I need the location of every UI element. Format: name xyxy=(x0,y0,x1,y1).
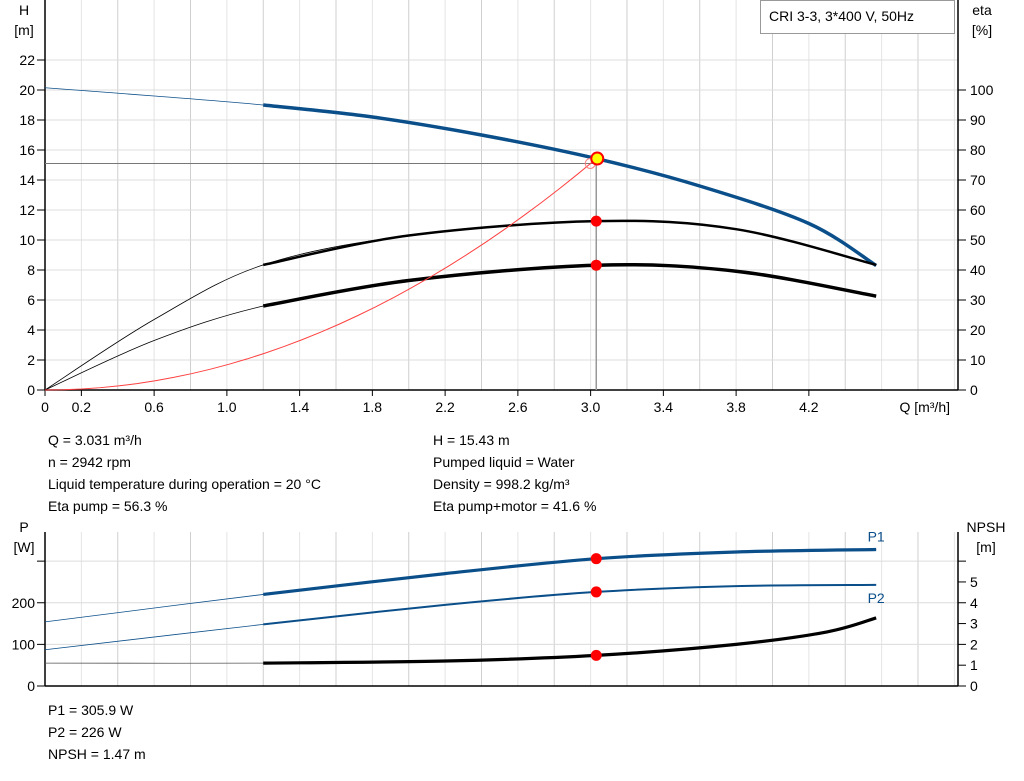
NPSH-curve-thin xyxy=(44,617,877,664)
x-axis-label: Q [m³/h] xyxy=(899,399,950,415)
y-right-label: NPSH xyxy=(967,519,1006,535)
y-left-tick-label: 100 xyxy=(12,636,36,652)
H-curve xyxy=(263,103,878,267)
eta-pump-duty-marker xyxy=(590,215,602,227)
P1-label: P1 xyxy=(868,528,885,544)
x-tick-label: 1.0 xyxy=(217,399,237,415)
info-left: Q = 3.031 m³/h n = 2942 rpm Liquid tempe… xyxy=(48,429,321,517)
y-left-tick-label: 20 xyxy=(19,82,35,98)
y-right-tick-label: 20 xyxy=(970,322,986,338)
y-right-tick-label: 10 xyxy=(970,352,986,368)
y-left-tick-label: 14 xyxy=(19,172,35,188)
y-left-tick-label: 16 xyxy=(19,142,35,158)
x-tick-label: 2.6 xyxy=(508,399,528,415)
info-bottom: P1 = 305.9 W P2 = 226 W NPSH = 1.47 m xyxy=(48,699,146,765)
y-right-tick-label: 60 xyxy=(970,202,986,218)
y-right-tick-label: 100 xyxy=(970,82,994,98)
x-tick-label: 1.4 xyxy=(290,399,310,415)
info-eta-pump: Eta pump = 56.3 % xyxy=(48,498,168,514)
y-left-label: [W] xyxy=(14,539,35,555)
y-left-label: [m] xyxy=(14,22,33,38)
x-tick-label: 3.8 xyxy=(726,399,746,415)
P2-curve-thin xyxy=(44,584,877,651)
y-right-tick-label: 4 xyxy=(970,595,978,611)
y-right-tick-label: 2 xyxy=(970,636,978,652)
y-right-label: eta xyxy=(972,2,992,18)
y-right-tick-label: 50 xyxy=(970,232,986,248)
x-tick-label: 0 xyxy=(41,399,49,415)
P2-duty-marker xyxy=(590,586,602,598)
H-curve-thin xyxy=(44,87,877,266)
eta-pump-motor-duty-marker xyxy=(590,259,602,271)
y-right-tick-label: 80 xyxy=(970,142,986,158)
y-left-tick-label: 6 xyxy=(27,292,35,308)
eta_pump-curve xyxy=(262,219,877,267)
info-temperature: Liquid temperature during operation = 20… xyxy=(48,476,321,492)
y-left-label: P xyxy=(19,519,28,535)
info-liquid: Pumped liquid = Water xyxy=(433,454,575,470)
y-right-tick-label: 1 xyxy=(970,657,978,673)
power-npsh-chart: 0 100 200 0 1 2 3 4 5 P [W] NPSH [m] P1 P2 xyxy=(12,519,1006,694)
info-speed: n = 2942 rpm xyxy=(48,454,131,470)
x-tick-label: 0.2 xyxy=(72,399,92,415)
y-right-tick-label: 70 xyxy=(970,172,986,188)
y-left-tick-label: 10 xyxy=(19,232,35,248)
info-flow: Q = 3.031 m³/h xyxy=(48,432,142,448)
x-tick-label: 2.2 xyxy=(435,399,455,415)
y-right-tick-label: 40 xyxy=(970,262,986,278)
eta_pump-curve-thin xyxy=(44,220,877,391)
y-right-tick-label: 30 xyxy=(970,292,986,308)
NPSH-duty-marker xyxy=(590,649,602,661)
y-right-tick-label: 0 xyxy=(970,678,978,694)
P1-curve xyxy=(263,547,877,597)
P1-duty-marker xyxy=(590,553,602,565)
NPSH-curve xyxy=(263,616,877,665)
y-left-tick-label: 200 xyxy=(12,595,36,611)
P2-label: P2 xyxy=(868,590,885,606)
y-left-tick-label: 22 xyxy=(19,52,35,68)
y-left-label: H xyxy=(19,2,29,18)
y-left-tick-label: 4 xyxy=(27,322,35,338)
y-left-tick-label: 12 xyxy=(19,202,35,218)
x-tick-label: 1.8 xyxy=(363,399,383,415)
head-duty-marker xyxy=(590,151,605,166)
x-tick-label: 3.0 xyxy=(581,399,601,415)
y-left-tick-label: 0 xyxy=(27,382,35,398)
system-curve xyxy=(44,158,597,391)
eta_pump_motor-curve-thin xyxy=(44,264,877,391)
x-tick-label: 0.6 xyxy=(144,399,164,415)
P2-curve xyxy=(263,583,877,626)
y-right-tick-label: 0 xyxy=(970,382,978,398)
y-left-tick-label: 8 xyxy=(27,262,35,278)
eta_pump_motor-curve xyxy=(262,262,877,308)
info-density: Density = 998.2 kg/m³ xyxy=(433,476,570,492)
info-npsh: NPSH = 1.47 m xyxy=(48,746,146,762)
x-tick-label: 3.4 xyxy=(654,399,674,415)
x-tick-label: 4.2 xyxy=(799,399,819,415)
y-left-tick-label: 18 xyxy=(19,112,35,128)
info-p1: P1 = 305.9 W xyxy=(48,702,134,718)
performance-chart: 0 2 4 6 8 10 12 14 16 18 20 22 0 10 20 30 40 50 60 70 80 90 10… xyxy=(14,0,994,415)
y-right-tick-label: 3 xyxy=(970,616,978,632)
y-right-label: [%] xyxy=(972,22,992,38)
y-right-label: [m] xyxy=(976,539,995,555)
y-right-tick-label: 90 xyxy=(970,112,986,128)
y-left-tick-label: 2 xyxy=(27,352,35,368)
y-right-tick-label: 5 xyxy=(970,574,978,590)
info-p2: P2 = 226 W xyxy=(48,724,122,740)
info-head: H = 15.43 m xyxy=(433,432,510,448)
info-eta-pump-motor: Eta pump+motor = 41.6 % xyxy=(433,498,597,514)
title-box: CRI 3-3, 3*400 V, 50Hz xyxy=(760,0,955,34)
y-left-tick-label: 0 xyxy=(27,678,35,694)
pump-title: CRI 3-3, 3*400 V, 50Hz xyxy=(769,8,915,24)
info-right: H = 15.43 m Pumped liquid = Water Densit… xyxy=(433,429,596,517)
